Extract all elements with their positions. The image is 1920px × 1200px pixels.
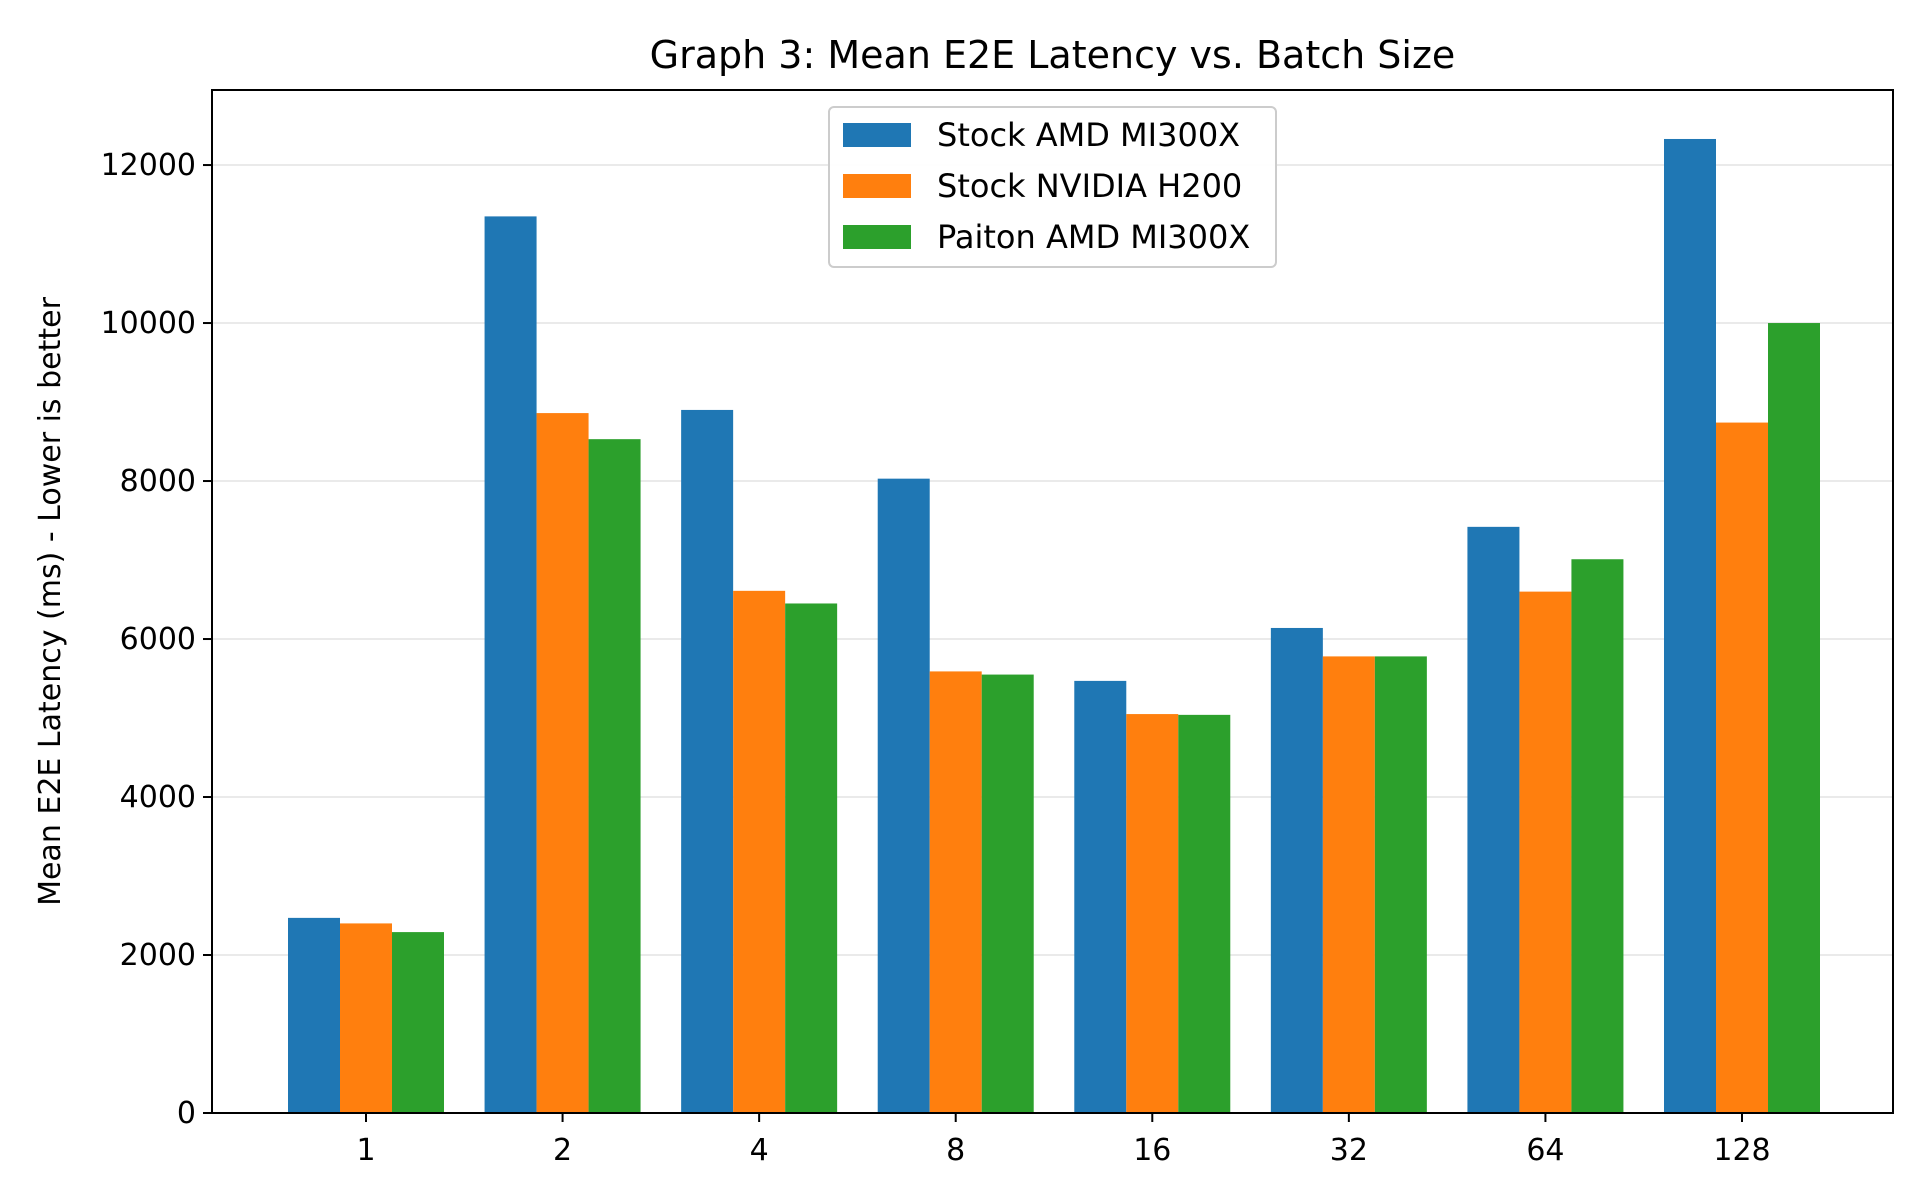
bar-paiton-amd-mi300x-batch-4 [785,603,838,1113]
y-axis-ticks: 0 2000 4000 6000 8000 10000 12000 [101,148,212,1131]
legend-label: Stock AMD MI300X [937,116,1240,154]
bar-stock-nvidia-h200-batch-8 [929,671,982,1113]
x-tick-label: 8 [946,1133,965,1168]
bar-paiton-amd-mi300x-batch-32 [1374,656,1427,1113]
x-tick-label: 32 [1330,1133,1368,1168]
y-axis-label: Mean E2E Latency (ms) - Lower is better [33,296,68,905]
grid-lines [212,164,1893,956]
y-tick-label: 2000 [120,938,196,973]
bar-stock-amd-mi300x-batch-4 [681,409,734,1114]
x-tick-label: 64 [1526,1133,1564,1168]
bar-paiton-amd-mi300x-batch-64 [1571,559,1624,1113]
legend-box [828,106,1277,268]
bar-stock-amd-mi300x-batch-8 [877,478,930,1113]
x-tick-label: 128 [1713,1133,1770,1168]
bar-stock-amd-mi300x-batch-128 [1664,138,1716,1113]
legend-label: Paiton AMD MI300X [937,218,1250,256]
bar-stock-amd-mi300x-batch-2 [484,216,537,1114]
x-tick-label: 16 [1133,1133,1171,1168]
bar-stock-amd-mi300x-batch-1 [288,917,340,1113]
y-tick-label: 8000 [120,464,196,499]
legend-swatch [843,174,911,198]
bar-stock-nvidia-h200-batch-4 [733,590,786,1113]
legend: Stock AMD MI300X Stock NVIDIA H200 Paiton … [828,106,1277,268]
legend-swatch [843,225,911,249]
bar-stock-amd-mi300x-batch-16 [1074,680,1127,1113]
bar-paiton-amd-mi300x-batch-16 [1178,714,1231,1113]
bar-stock-amd-mi300x-batch-32 [1270,627,1323,1113]
bar-stock-nvidia-h200-batch-16 [1126,714,1179,1113]
x-tick-label: 2 [553,1133,572,1168]
legend-swatch [843,123,911,147]
x-tick-label: 1 [356,1133,375,1168]
y-tick-label: 6000 [120,622,196,657]
bar-paiton-amd-mi300x-batch-8 [981,674,1034,1113]
bar-stock-amd-mi300x-batch-64 [1467,526,1520,1113]
bar-stock-nvidia-h200-batch-64 [1519,591,1572,1113]
bar-paiton-amd-mi300x-batch-2 [588,439,641,1113]
bars [288,138,1820,1114]
x-axis-ticks: 1 2 4 8 16 32 64 128 [356,1113,1771,1168]
legend-label: Stock NVIDIA H200 [937,167,1242,205]
plot-frame [211,89,1894,1114]
y-tick-label: 0 [177,1096,196,1131]
bar-paiton-amd-mi300x-batch-128 [1768,323,1820,1114]
y-tick-label: 12000 [101,148,196,183]
bar-paiton-amd-mi300x-batch-1 [392,932,444,1113]
bar-stock-nvidia-h200-batch-32 [1322,656,1375,1113]
bar-stock-nvidia-h200-batch-2 [536,413,589,1113]
y-tick-label: 4000 [120,780,196,815]
bar-stock-nvidia-h200-batch-1 [340,923,392,1113]
x-tick-label: 4 [750,1133,769,1168]
y-tick-label: 10000 [101,306,196,341]
bar-stock-nvidia-h200-batch-128 [1716,422,1768,1113]
chart-title: Graph 3: Mean E2E Latency vs. Batch Size [650,33,1456,77]
